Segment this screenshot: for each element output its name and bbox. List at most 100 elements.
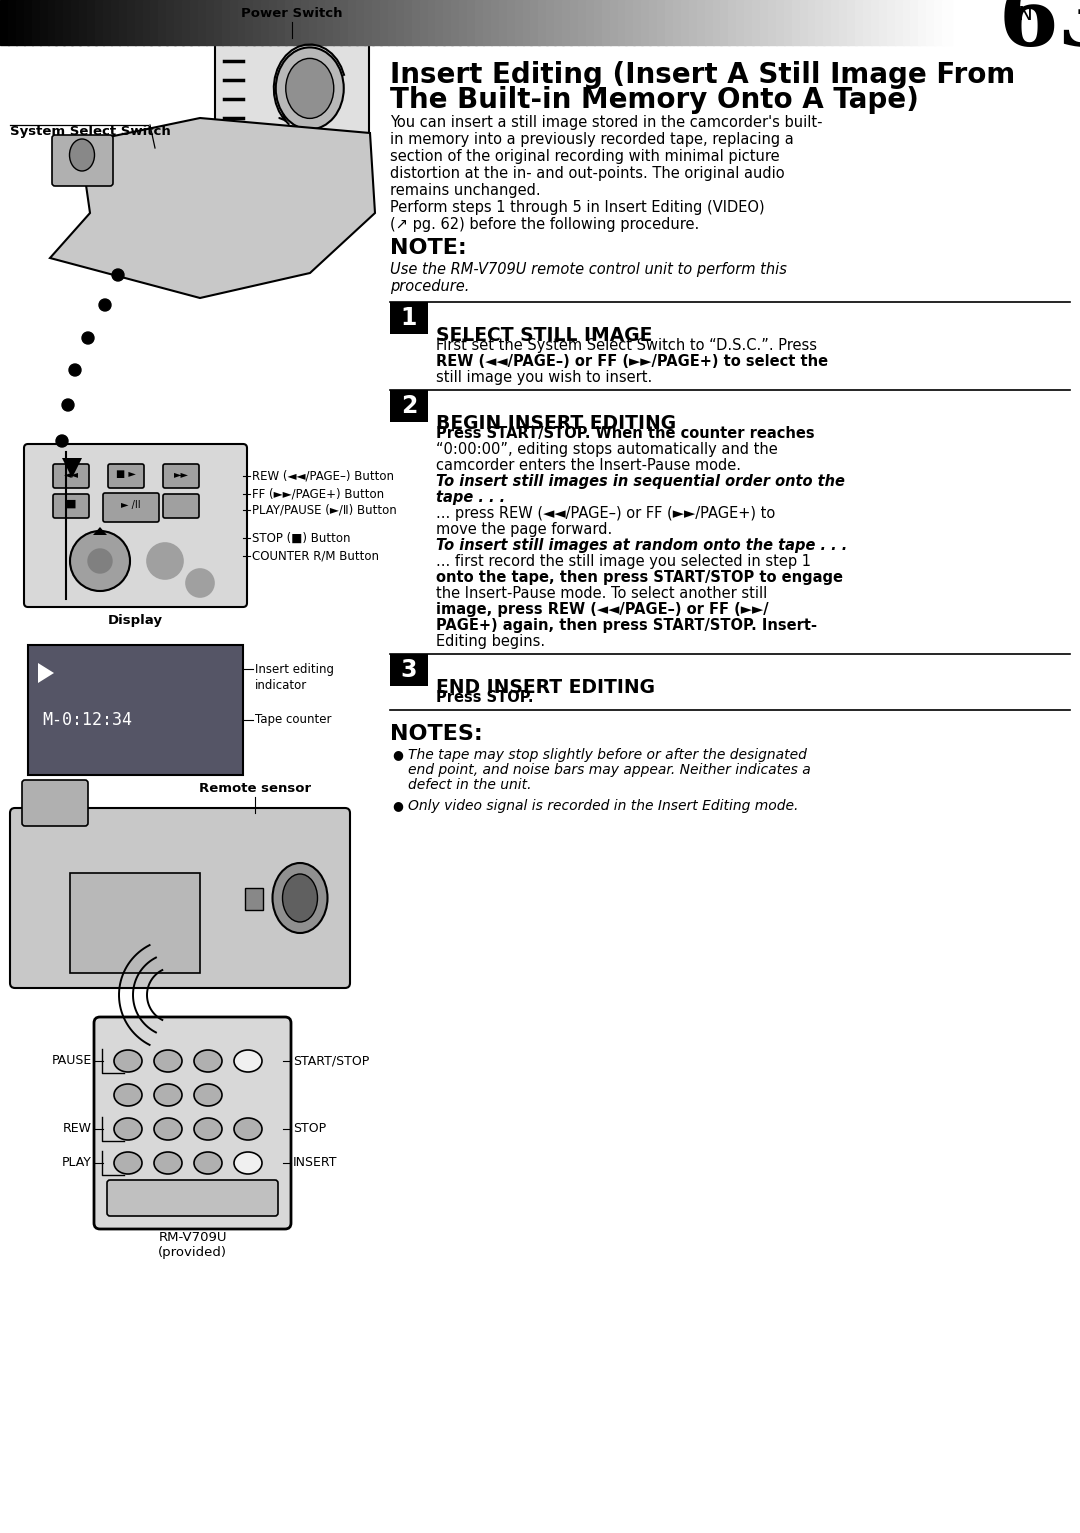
Text: REW (◄◄/PAGE–) or FF (►►/PAGE+) to select the: REW (◄◄/PAGE–) or FF (►►/PAGE+) to selec… xyxy=(436,354,828,369)
Ellipse shape xyxy=(114,1084,141,1105)
Text: still image you wish to insert.: still image you wish to insert. xyxy=(436,369,652,385)
Bar xyxy=(942,0,951,44)
FancyBboxPatch shape xyxy=(53,494,89,518)
Bar xyxy=(847,0,856,44)
Bar xyxy=(404,0,414,44)
Text: 3: 3 xyxy=(401,658,417,682)
Bar xyxy=(910,0,920,44)
Text: BEGIN INSERT EDITING: BEGIN INSERT EDITING xyxy=(436,414,676,432)
Text: tape . . .: tape . . . xyxy=(436,491,505,504)
Text: REW (◄◄/PAGE–) Button: REW (◄◄/PAGE–) Button xyxy=(252,469,394,483)
Text: COUNTER R/M Button: COUNTER R/M Button xyxy=(252,549,379,563)
Ellipse shape xyxy=(194,1084,222,1105)
Bar xyxy=(340,0,350,44)
Text: SELECT STILL IMAGE: SELECT STILL IMAGE xyxy=(436,327,652,345)
Bar xyxy=(221,0,231,44)
Text: Press STOP.: Press STOP. xyxy=(436,690,534,705)
Ellipse shape xyxy=(154,1084,183,1105)
Bar xyxy=(48,0,57,44)
Bar xyxy=(784,0,793,44)
Circle shape xyxy=(186,569,214,596)
Text: defect in the unit.: defect in the unit. xyxy=(408,779,531,793)
Bar xyxy=(380,0,390,44)
Text: ►►: ►► xyxy=(174,469,189,478)
Ellipse shape xyxy=(154,1187,183,1208)
Text: camcorder enters the Insert-Pause mode.: camcorder enters the Insert-Pause mode. xyxy=(436,458,741,474)
Bar xyxy=(16,0,25,44)
Bar xyxy=(808,0,816,44)
Text: Tape counter: Tape counter xyxy=(255,713,332,727)
Bar xyxy=(737,0,745,44)
Text: First set the System Select Switch to “D.S.C.”. Press: First set the System Select Switch to “D… xyxy=(436,337,816,353)
Polygon shape xyxy=(62,458,82,478)
Bar xyxy=(775,0,785,44)
Bar xyxy=(570,0,579,44)
Text: Remote sensor: Remote sensor xyxy=(199,782,311,796)
FancyBboxPatch shape xyxy=(10,808,350,987)
Ellipse shape xyxy=(114,1050,141,1072)
Bar xyxy=(420,0,429,44)
Bar xyxy=(301,0,310,44)
Bar xyxy=(103,0,112,44)
Bar xyxy=(490,0,500,44)
Bar xyxy=(720,0,730,44)
Text: START/STOP: START/STOP xyxy=(293,1055,369,1067)
Bar xyxy=(174,0,184,44)
Bar xyxy=(183,0,191,44)
Ellipse shape xyxy=(154,1050,183,1072)
Bar xyxy=(214,0,224,44)
Bar xyxy=(309,0,319,44)
Bar xyxy=(159,0,167,44)
Bar xyxy=(839,0,849,44)
Bar xyxy=(390,655,428,685)
Text: Insert Editing (Insert A Still Image From: Insert Editing (Insert A Still Image Fro… xyxy=(390,61,1015,89)
Bar xyxy=(514,0,524,44)
Bar xyxy=(689,0,698,44)
Text: To insert still images at random onto the tape . . .: To insert still images at random onto th… xyxy=(436,538,847,553)
Text: Insert editing: Insert editing xyxy=(255,662,334,676)
Bar xyxy=(31,0,41,44)
Circle shape xyxy=(82,333,94,343)
Bar xyxy=(499,0,509,44)
Bar xyxy=(230,0,239,44)
Ellipse shape xyxy=(194,1187,222,1208)
Circle shape xyxy=(70,530,130,592)
Text: PAUSE: PAUSE xyxy=(52,1055,92,1067)
Bar xyxy=(396,0,405,44)
Text: (↗ pg. 62) before the following procedure.: (↗ pg. 62) before the following procedur… xyxy=(390,218,699,231)
Text: 1: 1 xyxy=(401,307,417,330)
Ellipse shape xyxy=(194,1050,222,1072)
FancyBboxPatch shape xyxy=(163,464,199,487)
Text: ■ ►: ■ ► xyxy=(116,469,136,478)
Bar xyxy=(538,0,548,44)
Bar xyxy=(293,0,302,44)
Bar xyxy=(855,0,864,44)
Ellipse shape xyxy=(154,1151,183,1174)
Bar xyxy=(768,0,778,44)
Text: M-0:12:34: M-0:12:34 xyxy=(42,711,132,730)
FancyBboxPatch shape xyxy=(52,135,113,185)
Bar xyxy=(71,0,81,44)
FancyBboxPatch shape xyxy=(94,1016,291,1229)
Text: The tape may stop slightly before or after the designated: The tape may stop slightly before or aft… xyxy=(408,748,807,762)
Bar xyxy=(609,0,619,44)
Circle shape xyxy=(69,363,81,376)
Text: end point, and noise bars may appear. Neither indicates a: end point, and noise bars may appear. Ne… xyxy=(408,763,811,777)
Bar xyxy=(760,0,769,44)
Bar xyxy=(388,0,397,44)
Bar xyxy=(863,0,873,44)
Bar xyxy=(530,0,540,44)
Text: onto the tape, then press START/STOP to engage: onto the tape, then press START/STOP to … xyxy=(436,570,843,586)
Bar xyxy=(507,0,516,44)
Bar xyxy=(24,0,33,44)
Bar xyxy=(665,0,674,44)
Text: ●: ● xyxy=(392,799,403,812)
Bar xyxy=(459,0,469,44)
Circle shape xyxy=(112,268,124,281)
Text: PLAY/PAUSE (►/Ⅱ) Button: PLAY/PAUSE (►/Ⅱ) Button xyxy=(252,503,396,517)
Text: ► /II: ► /II xyxy=(121,500,140,510)
Ellipse shape xyxy=(69,140,95,172)
Text: procedure.: procedure. xyxy=(390,279,470,294)
Bar xyxy=(704,0,714,44)
Ellipse shape xyxy=(234,1118,262,1141)
